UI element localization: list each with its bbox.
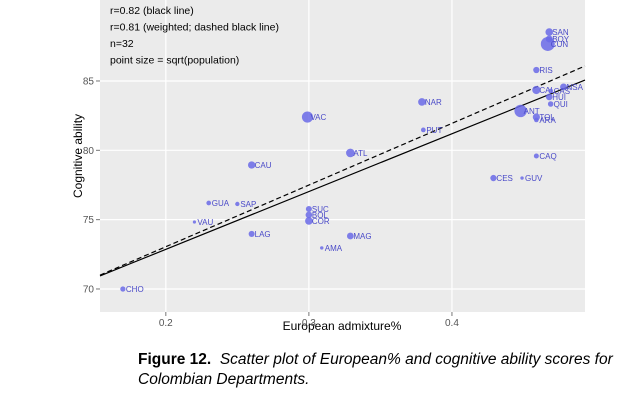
point bbox=[192, 220, 197, 224]
point-label: SAP bbox=[240, 200, 256, 209]
y-tick-label: 70 bbox=[83, 284, 95, 295]
point-label: NAR bbox=[425, 98, 442, 107]
point bbox=[320, 246, 324, 250]
point bbox=[548, 88, 554, 94]
point-label: LAG bbox=[255, 230, 271, 239]
point-label: CAS bbox=[554, 87, 570, 96]
point-label: BOY bbox=[552, 35, 570, 44]
point-label: VAC bbox=[310, 113, 326, 122]
point-label: HUI bbox=[552, 93, 566, 102]
fit-line bbox=[99, 79, 586, 277]
point-label: SUC bbox=[312, 205, 329, 214]
caption: Figure 12. Scatter plot of European% and… bbox=[138, 350, 628, 390]
point-label: PUT bbox=[426, 126, 442, 135]
point bbox=[247, 161, 256, 169]
point bbox=[305, 205, 312, 212]
point-label: BOL bbox=[312, 211, 329, 220]
point bbox=[545, 93, 553, 101]
point-label: RIS bbox=[539, 66, 552, 75]
point-label: GUA bbox=[212, 199, 230, 208]
point bbox=[547, 101, 554, 107]
point-label: ANT bbox=[524, 107, 540, 116]
annotation: r=0.82 (black line) bbox=[110, 5, 194, 17]
point bbox=[533, 153, 539, 159]
caption-label: Figure 12. bbox=[138, 351, 212, 368]
point bbox=[533, 66, 540, 74]
y-tick-label: 75 bbox=[83, 215, 95, 226]
point-label: CAU bbox=[255, 161, 272, 170]
annotation: n=32 bbox=[110, 38, 134, 50]
point bbox=[532, 85, 541, 95]
point bbox=[120, 286, 126, 292]
point-label: CES bbox=[496, 174, 512, 183]
x-tick-label: 0.2 bbox=[159, 318, 173, 329]
y-tick-label: 85 bbox=[83, 76, 95, 87]
x-tick-label: 0.4 bbox=[445, 318, 459, 329]
annotation: r=0.81 (weighted; dashed black line) bbox=[110, 22, 279, 34]
point bbox=[560, 83, 568, 91]
point bbox=[305, 211, 313, 219]
point bbox=[514, 104, 527, 118]
point bbox=[540, 36, 555, 51]
point bbox=[520, 176, 524, 180]
point bbox=[346, 232, 354, 240]
point-label: AMA bbox=[325, 244, 343, 253]
x-tick-label: 0.3 bbox=[302, 318, 316, 329]
point-label: VAU bbox=[197, 218, 213, 227]
point-label: SAN bbox=[552, 28, 569, 37]
point bbox=[305, 217, 313, 225]
point-label: MAG bbox=[353, 232, 371, 241]
point bbox=[420, 127, 426, 133]
point bbox=[534, 117, 539, 123]
plot-panel bbox=[100, 0, 585, 312]
point-label: CUN bbox=[551, 40, 569, 49]
point bbox=[346, 148, 355, 158]
point bbox=[301, 111, 314, 123]
point bbox=[248, 230, 255, 237]
point-label: CAL bbox=[539, 86, 555, 95]
point-label: COR bbox=[312, 217, 330, 226]
point-label: TOL bbox=[539, 113, 555, 122]
point bbox=[235, 201, 240, 207]
y-tick-label: 80 bbox=[83, 146, 95, 157]
point-label: CHO bbox=[126, 285, 144, 294]
fit-line bbox=[99, 65, 586, 276]
x-axis-label: European admixture% bbox=[283, 319, 402, 333]
annotation: point size = sqrt(population) bbox=[110, 55, 239, 67]
point-label: GUV bbox=[525, 174, 543, 183]
point-label: CAQ bbox=[539, 152, 556, 161]
point bbox=[545, 28, 554, 36]
caption-text: Scatter plot of European% and cognitive … bbox=[138, 351, 613, 388]
point-label: QUI bbox=[554, 100, 568, 109]
point-label: NSA bbox=[567, 83, 584, 92]
point bbox=[206, 200, 212, 206]
y-axis-label: Cognitive ability bbox=[71, 114, 85, 198]
point-label: ARA bbox=[539, 116, 556, 125]
point bbox=[418, 98, 426, 106]
point bbox=[490, 174, 497, 182]
point-label: ATL bbox=[353, 149, 368, 158]
